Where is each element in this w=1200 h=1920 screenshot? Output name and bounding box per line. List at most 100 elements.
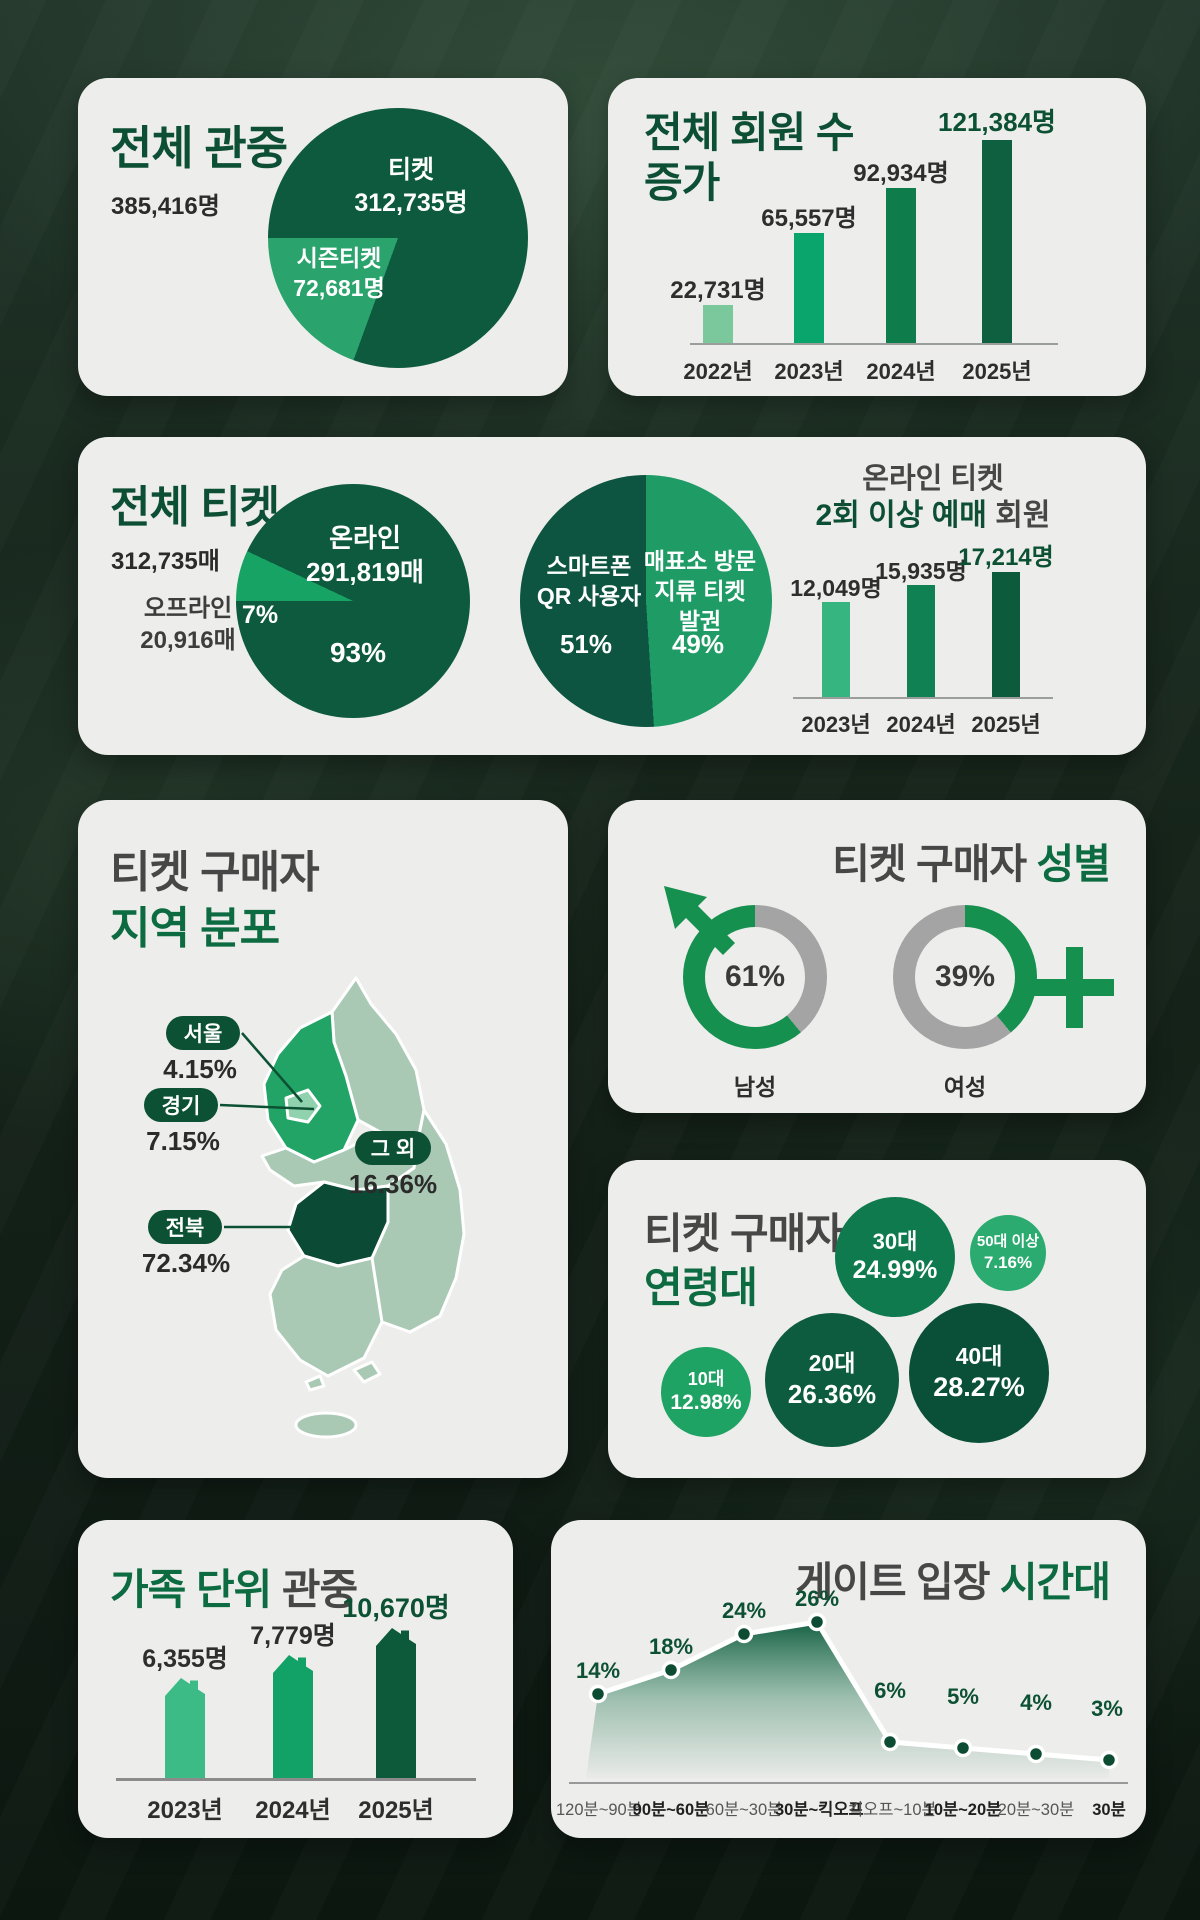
pill-jeonbuk: 전북 — [148, 1210, 222, 1244]
bar-value-2025: 121,384명 — [938, 107, 1056, 137]
point-26pct — [807, 1612, 827, 1632]
pill-gyeonggi: 경기 — [144, 1088, 218, 1122]
bubble-40s-label: 40대 — [955, 1342, 1003, 1369]
offline-label: 오프라인 — [143, 595, 233, 622]
male-symbol-arrowhead-icon — [664, 886, 707, 929]
gate-pct-3: 26% — [794, 1586, 840, 1611]
connector-seoul — [241, 1032, 303, 1103]
map-region-seoul — [284, 1088, 322, 1124]
pct-jeonbuk: 72.34% — [141, 1248, 231, 1278]
card-title: 가족 단위 관중 — [110, 1556, 358, 1617]
paper-label-line3: 발권 — [678, 607, 722, 634]
card-title: 전체 관중 — [110, 122, 288, 174]
attendance-pie-chart — [268, 108, 528, 368]
paper-slice-label: 매표소 방문 지류 티켓 발권 — [620, 547, 780, 637]
gate-line-chart — [586, 1612, 1119, 1778]
gate-x-5: 10분~20분 — [924, 1801, 1002, 1819]
bar-value-2024: 92,934명 — [853, 160, 949, 187]
x-label-2022: 2022년 — [683, 359, 753, 384]
card-title: 전체 티켓 — [110, 483, 280, 532]
female-label: 여성 — [943, 1074, 987, 1100]
repeat-value-2025: 17,214명 — [958, 544, 1054, 571]
gate-area-fill — [586, 1622, 1109, 1778]
bubble-50s-pct: 7.16% — [983, 1252, 1033, 1272]
female-pct: 39% — [934, 960, 996, 993]
qr-paper-pie-chart — [520, 475, 772, 727]
bubble-30s-pct: 24.99% — [852, 1256, 938, 1285]
title-line2: 증가 — [644, 158, 720, 206]
repeat-bar-2025 — [992, 572, 1020, 697]
repeat-buyers-title: 온라인 티켓 2회 이상 예매 회원 — [773, 461, 1093, 535]
gate-x-4: 킥오프~10분 — [848, 1801, 937, 1819]
title-green: 시간대 — [999, 1559, 1111, 1605]
pill-etc: 그 외 — [355, 1131, 431, 1165]
bubble-20s-label: 20대 — [808, 1350, 856, 1377]
x-label-2023: 2023년 — [774, 359, 844, 384]
pct-seoul: 4.15% — [163, 1054, 237, 1084]
repeat-title-gray: 회원 — [986, 499, 1051, 533]
title-gray: 티켓 구매자 — [832, 841, 1037, 887]
gender-symbols — [664, 886, 1114, 1028]
x-axis-line — [569, 1782, 1128, 1784]
pie-slice-season-ticket-label: 시즌티켓 72,681명 — [249, 244, 429, 304]
repeat-x-2025: 2025년 — [971, 712, 1041, 737]
pct-gyeonggi: 7.15% — [146, 1126, 220, 1156]
title-line2: 연령대 — [644, 1264, 758, 1311]
point-3pct — [1099, 1750, 1119, 1770]
male-symbol-shaft-icon — [683, 903, 736, 956]
family-value-2023: 6,355명 — [142, 1645, 228, 1673]
bubble-30s-label: 30대 — [872, 1228, 918, 1254]
house-shape-icon — [273, 1655, 313, 1778]
repeat-bar-2024 — [907, 585, 935, 697]
title-line1: 티켓 구매자 — [110, 848, 320, 897]
card-title: 티켓 구매자 성별 — [832, 830, 1111, 890]
season-ticket-label: 시즌티켓 — [296, 245, 382, 271]
pill-seoul: 서울 — [166, 1016, 240, 1050]
map-region-jeonnam — [268, 1254, 384, 1378]
paper-label-line1: 매표소 방문 — [643, 548, 757, 574]
online-pct: 93% — [329, 637, 387, 668]
gate-x-6: 20분~30분 — [997, 1801, 1075, 1819]
family-x-2023: 2023년 — [147, 1797, 223, 1824]
point-14pct — [588, 1684, 608, 1704]
season-ticket-value: 72,681명 — [293, 274, 385, 301]
house-shape-icon — [376, 1628, 416, 1778]
ticket-value: 312,735명 — [354, 188, 468, 217]
offline-value: 20,916매 — [140, 627, 236, 655]
bubble-40s: 40대 28.27% — [909, 1303, 1049, 1443]
repeat-value-2024: 15,935명 — [875, 558, 967, 584]
house-bar-2024 — [273, 1655, 313, 1778]
gate-x-7: 30분 — [1092, 1801, 1126, 1819]
gate-pct-0: 14% — [575, 1658, 621, 1683]
qr-pct: 51% — [559, 629, 613, 659]
online-offline-pie-chart — [236, 484, 470, 718]
bubble-20s-pct: 26.36% — [787, 1379, 877, 1410]
map-island-south — [352, 1360, 382, 1384]
gate-pct-5: 5% — [947, 1684, 979, 1709]
point-24pct — [734, 1624, 754, 1644]
gate-pct-6: 4% — [1020, 1690, 1052, 1715]
total-tickets-value: 312,735매 — [111, 548, 220, 575]
repeat-bar-2023 — [822, 602, 850, 697]
title-line1: 티켓 구매자 — [644, 1210, 844, 1257]
family-value-2024: 7,779명 — [250, 1622, 336, 1650]
repeat-x-2023: 2023년 — [801, 712, 871, 737]
male-donut-chart — [683, 905, 827, 1049]
offline-pct: 7% — [241, 601, 279, 629]
online-value: 291,819매 — [306, 556, 424, 587]
card-total-tickets: 전체 티켓 312,735매 온라인 291,819매 93% 7% 오프라인 … — [78, 437, 1146, 755]
bubble-10s: 10대 12.98% — [661, 1347, 751, 1437]
title-gray: 관중 — [281, 1566, 358, 1613]
paper-pct: 49% — [671, 629, 725, 659]
map-region-jeju — [294, 1411, 358, 1439]
bar-2022 — [703, 305, 733, 343]
x-axis-line — [690, 343, 1058, 345]
repeat-title-line2: 2회 이상 예매 회원 — [773, 497, 1093, 535]
gate-x-0: 120분~90분 — [556, 1801, 642, 1819]
map-connector-lines — [219, 1032, 315, 1229]
card-total-attendance: 전체 관중 385,416명 티켓 312,735명 시즌티켓 72,681명 — [78, 78, 568, 396]
bubble-30s: 30대 24.99% — [835, 1197, 955, 1317]
repeat-title-green: 2회 이상 예매 — [815, 499, 987, 533]
pie-slice-ticket-label: 티켓 312,735명 — [311, 154, 511, 219]
repeat-value-2023: 12,049명 — [790, 575, 882, 601]
